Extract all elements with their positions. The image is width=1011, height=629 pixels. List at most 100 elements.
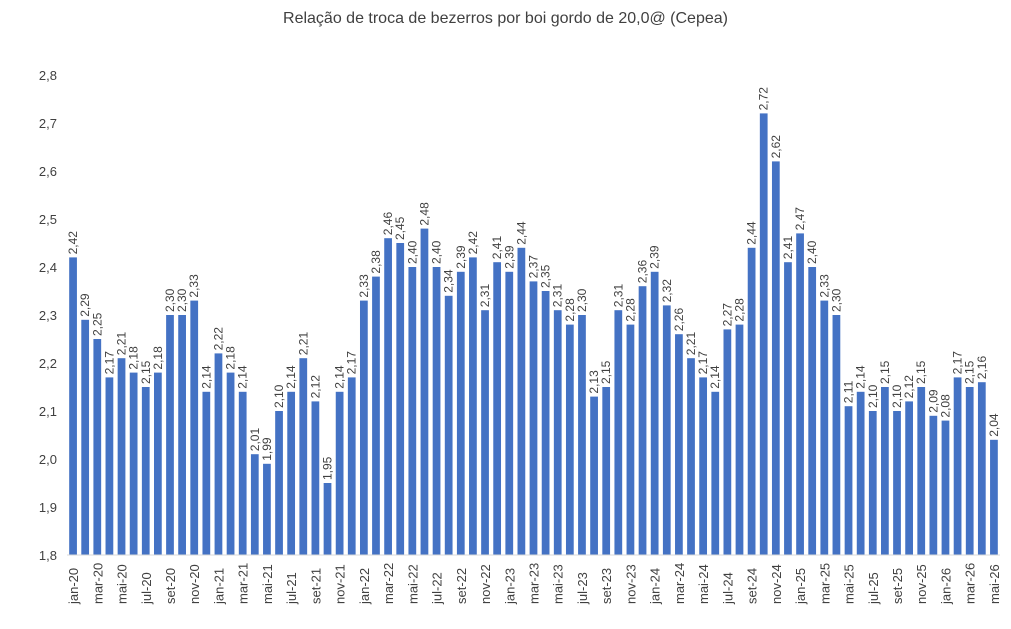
bar	[129, 372, 138, 555]
x-tick-label: mar-22	[381, 563, 396, 604]
bar-value-label: 2,39	[648, 245, 662, 269]
bar	[747, 247, 756, 556]
bar-value-label: 2,46	[381, 212, 395, 236]
bar	[202, 391, 211, 555]
x-tick-label: mar-20	[90, 563, 105, 604]
x-tick-label: set-24	[745, 568, 760, 604]
y-tick-label: 2,2	[39, 356, 57, 371]
bar	[420, 228, 429, 555]
x-tick-label: set-20	[163, 568, 178, 604]
bar-value-label: 2,34	[442, 269, 456, 293]
bar-value-label: 2,42	[466, 231, 480, 255]
bar-value-label: 2,62	[769, 135, 783, 159]
y-axis: 1,8 1,9 2,0 2,1 2,2 2,3 2,4 2,5 2,6 2,7 2,8	[39, 68, 57, 563]
bar-value-label: 2,14	[333, 365, 347, 389]
bar-value-label: 2,28	[563, 298, 577, 322]
bar	[238, 391, 247, 555]
bar	[444, 295, 453, 555]
bar	[323, 483, 332, 555]
bar	[699, 377, 708, 555]
bar	[493, 262, 502, 555]
bar-value-label: 2,38	[369, 250, 383, 274]
x-tick-label: jan-21	[211, 568, 226, 605]
bar-value-label: 2,40	[430, 240, 444, 264]
bar-value-label: 2,27	[720, 303, 734, 327]
x-tick-label: jul-23	[575, 572, 590, 605]
bar-value-label: 2,18	[151, 346, 165, 370]
x-tick-label: mar-25	[817, 563, 832, 604]
bar-value-label: 2,37	[527, 255, 541, 279]
bar	[263, 463, 271, 555]
x-tick-label: nov-25	[914, 564, 929, 604]
bar-value-label: 2,15	[914, 360, 928, 384]
bar	[784, 262, 792, 555]
bar-value-label: 2,40	[405, 240, 419, 264]
bar-value-label: 2,29	[78, 293, 92, 317]
bar-value-label: 2,30	[829, 288, 843, 312]
bar	[929, 415, 938, 555]
bar	[226, 372, 235, 555]
bar	[796, 233, 804, 555]
bar-value-label: 2,33	[357, 274, 371, 298]
y-tick-label: 2,4	[39, 260, 57, 275]
bar-value-label: 2,36	[636, 260, 650, 284]
bar	[408, 267, 417, 555]
bar	[711, 391, 720, 555]
bar-value-label: 2,11	[842, 380, 856, 403]
bar	[396, 243, 405, 555]
x-tick-label: nov-20	[187, 564, 202, 604]
bar	[735, 324, 744, 555]
x-tick-label: mai-26	[987, 564, 1002, 604]
bar	[93, 339, 102, 555]
bar-value-label: 2,14	[854, 365, 868, 389]
bar-value-label: 2,08	[938, 394, 952, 418]
bar	[69, 257, 77, 555]
bar	[868, 411, 877, 555]
x-tick-label: set-21	[308, 568, 323, 604]
bar-value-label: 2,72	[757, 87, 771, 111]
bar-value-label: 1,95	[321, 456, 335, 480]
bar	[287, 391, 296, 555]
bar	[190, 300, 199, 555]
x-tick-label: mai-25	[842, 564, 857, 604]
y-tick-label: 2,3	[39, 308, 57, 323]
bar	[881, 387, 889, 555]
bar-value-label: 2,30	[175, 288, 189, 312]
bar-value-label: 2,31	[551, 284, 565, 308]
bar-value-label: 2,04	[987, 413, 1001, 437]
bar	[469, 257, 477, 555]
bar	[590, 396, 598, 555]
bar	[529, 281, 538, 555]
bar	[990, 439, 998, 555]
bar	[977, 382, 986, 555]
bar	[638, 286, 647, 555]
bar-value-label: 2,33	[187, 274, 201, 298]
bar	[250, 454, 259, 555]
bar	[965, 387, 974, 555]
x-tick-label: jan-23	[502, 568, 517, 605]
bar-value-label: 2,16	[975, 356, 989, 380]
x-tick-label: jul-22	[430, 572, 445, 605]
bar-value-label: 2,41	[781, 236, 795, 260]
bar	[917, 387, 926, 555]
bar	[154, 372, 162, 555]
bar	[675, 334, 683, 555]
y-tick-label: 1,9	[39, 500, 57, 515]
bar	[723, 329, 732, 555]
bar-value-label: 2,14	[284, 365, 298, 389]
bar	[553, 310, 562, 555]
bar	[759, 113, 768, 556]
y-tick-label: 2,0	[39, 452, 57, 467]
bar-value-label: 2,15	[963, 360, 977, 384]
bar-value-label: 2,48	[417, 202, 431, 226]
bar-value-label: 2,13	[587, 370, 601, 394]
bar-value-label: 2,01	[248, 428, 262, 452]
x-tick-label: mai-23	[551, 564, 566, 604]
bar-value-label: 2,45	[393, 216, 407, 240]
y-tick-label: 2,6	[39, 164, 57, 179]
bar	[432, 267, 441, 555]
bar-value-label: 2,12	[902, 375, 916, 399]
x-tick-label: set-22	[454, 568, 469, 604]
bar	[893, 411, 901, 555]
bar	[166, 315, 174, 555]
